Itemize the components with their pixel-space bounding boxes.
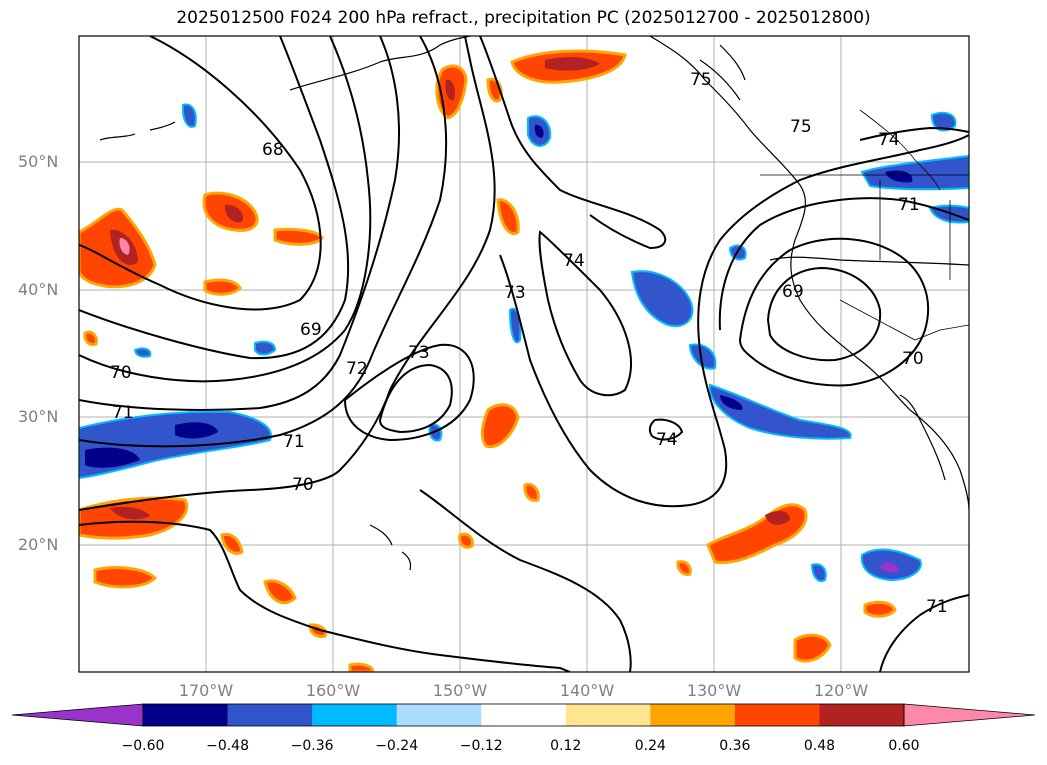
contour-label: 75	[790, 117, 812, 137]
contour-label: 70	[110, 363, 132, 383]
colorbar-tick-label: −0.36	[290, 738, 334, 754]
colorbar-segment	[481, 704, 567, 726]
contour-label: 75	[690, 70, 712, 90]
chart-title: 2025012500 F024 200 hPa refract., precip…	[176, 8, 871, 28]
contour-label: 69	[300, 320, 322, 340]
colorbar-tick-label: −0.24	[375, 738, 419, 754]
colorbar-segment	[143, 704, 229, 726]
lon-label: 130°W	[686, 681, 742, 700]
lon-label: 160°W	[305, 681, 361, 700]
contour-label: 74	[878, 130, 900, 150]
colorbar-segment	[227, 704, 313, 726]
contour-label: 71	[112, 403, 134, 423]
colorbar-tick-label: −0.60	[121, 738, 165, 754]
colorbar-extend-high	[903, 703, 1036, 727]
contour-label: 74	[656, 430, 678, 450]
lat-label: 30°N	[18, 407, 59, 426]
colorbar-segment	[312, 704, 398, 726]
contour-label: 72	[346, 359, 368, 379]
colorbar-tick-label: 0.48	[803, 738, 836, 754]
graticule	[79, 36, 969, 672]
contour-label: 71	[283, 432, 305, 452]
lon-label: 170°W	[178, 681, 234, 700]
contour-label: 73	[408, 343, 430, 363]
contour-label-group: 68 69 69 70 70 70 71 71 71 71 72 73 73 7…	[110, 70, 948, 617]
lon-label: 150°W	[432, 681, 488, 700]
contour-label: 70	[292, 475, 314, 495]
colorbar-tick-label: 0.36	[719, 738, 751, 754]
lon-label: 140°W	[559, 681, 615, 700]
negative-precip-areas	[79, 103, 969, 582]
coastlines	[99, 36, 969, 571]
refractivity-contours	[79, 36, 969, 672]
colorbar-segment	[650, 704, 736, 726]
colorbar-extend-low	[11, 703, 144, 727]
colorbar-tick-label: 0.24	[634, 738, 666, 754]
contour-label: 74	[563, 251, 585, 271]
contour-label: 71	[898, 195, 920, 215]
colorbar-tick-label: 0.12	[550, 738, 582, 754]
colorbar-tick-label: −0.48	[206, 738, 249, 754]
positive-precip-areas	[79, 49, 897, 672]
contour-label: 68	[262, 140, 284, 160]
colorbar-outline	[142, 703, 905, 727]
colorbar-segment	[565, 704, 651, 726]
lon-label: 120°W	[813, 681, 869, 700]
colorbar-segment	[396, 704, 482, 726]
contour-label: 70	[902, 349, 924, 369]
colorbar-tick-label: −0.12	[459, 738, 503, 754]
contour-label: 69	[782, 282, 804, 302]
colorbar-segment	[734, 704, 820, 726]
colorbar-segment	[819, 704, 905, 726]
lat-label: 50°N	[18, 152, 59, 171]
lat-label: 40°N	[18, 280, 59, 299]
colorbar-tick-label: 0.60	[888, 738, 920, 754]
lat-label: 20°N	[18, 535, 59, 554]
contour-label: 73	[504, 283, 526, 303]
contour-label: 71	[926, 597, 948, 617]
map-border	[78, 35, 970, 673]
